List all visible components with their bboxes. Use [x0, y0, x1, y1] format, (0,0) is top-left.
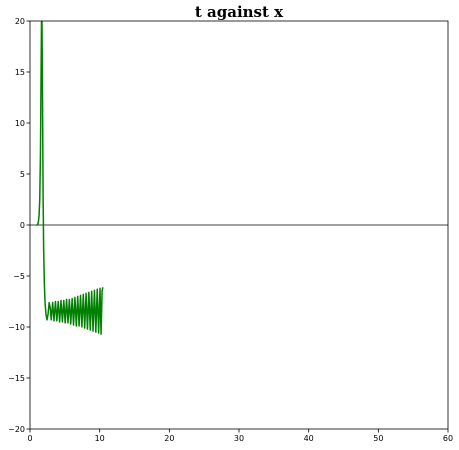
y-tick-label: −10 — [8, 323, 25, 332]
series-line-0 — [35, 21, 104, 335]
plot-area: 0 10 20 30 40 50 60 −20 −15 −10 −5 0 5 10 15 20 — [8, 17, 453, 443]
y-tick-label: 10 — [15, 119, 25, 128]
chart-title: t against x — [195, 3, 284, 21]
y-tick-label: 15 — [15, 68, 25, 77]
y-tick-label: −20 — [8, 425, 25, 434]
y-tick-label: 0 — [20, 221, 25, 230]
y-tick-label: −15 — [8, 374, 25, 383]
x-tick-label: 50 — [373, 434, 383, 443]
x-tick-label: 30 — [234, 434, 244, 443]
x-tick-label: 0 — [27, 434, 32, 443]
y-tick-label: 5 — [20, 170, 25, 179]
y-tick-label: −5 — [13, 272, 25, 281]
y-tick-label: 20 — [15, 17, 25, 26]
x-tick-label: 60 — [443, 434, 453, 443]
x-tick-label: 20 — [164, 434, 174, 443]
x-tick-label: 10 — [95, 434, 105, 443]
x-tick-label: 40 — [304, 434, 314, 443]
